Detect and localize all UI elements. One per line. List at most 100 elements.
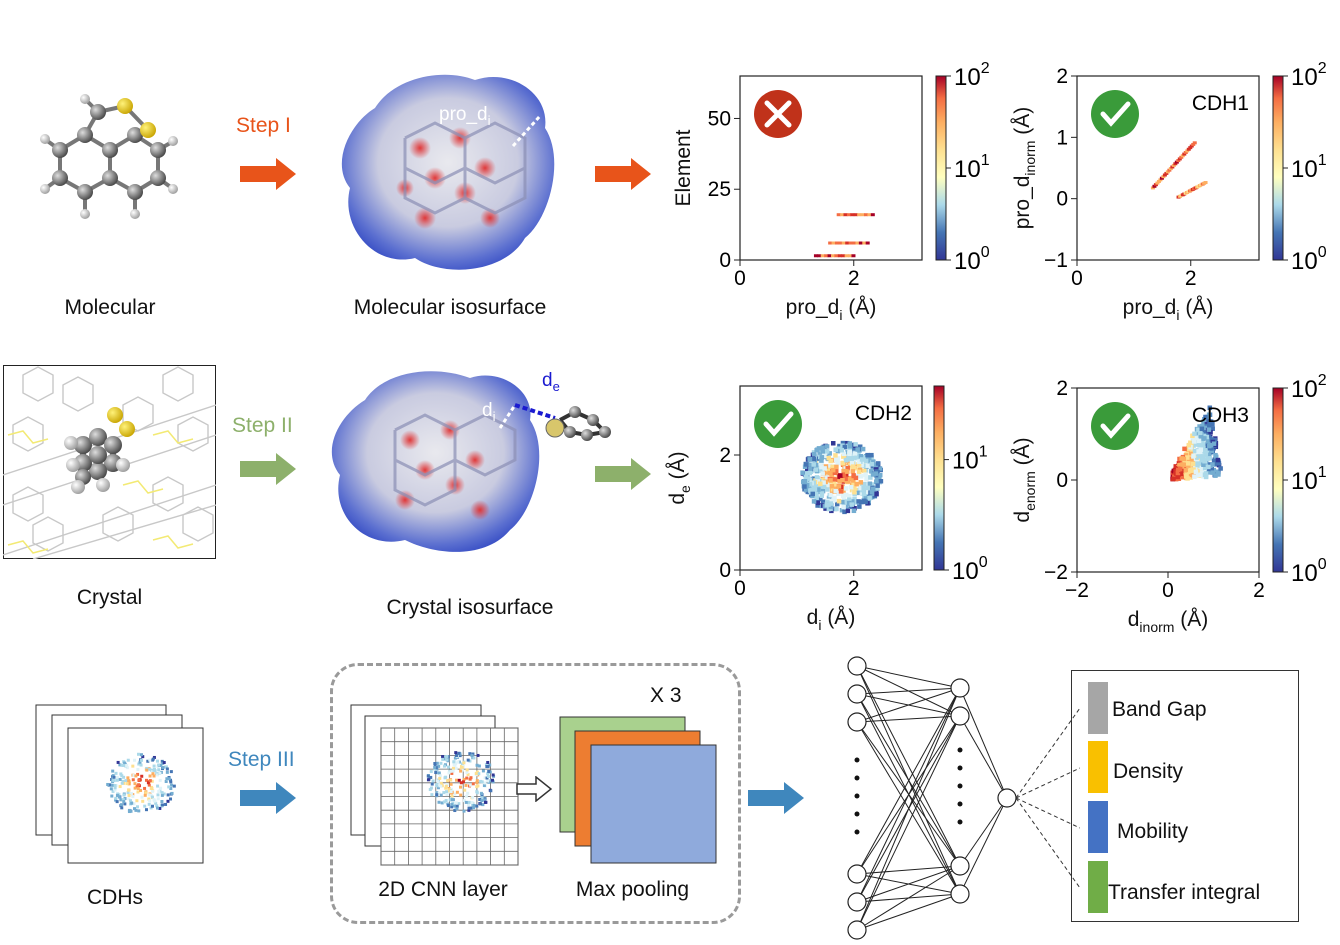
heat-cell [169, 787, 173, 791]
chart-cdh3: −2 0 2 −2 0 2 dinorm (Å) denorm (Å) CDH3 102 101 10… [1011, 372, 1327, 635]
heat-cell [124, 779, 128, 783]
heat-cell [839, 447, 845, 453]
y-tick-label: 2 [719, 444, 731, 467]
heat-cell [831, 241, 836, 245]
heat-cell [152, 764, 156, 768]
step3-label: Step III [228, 748, 295, 771]
heat-cell [435, 791, 439, 795]
cross-icon [764, 100, 792, 128]
heat-cell [149, 806, 153, 810]
heat-cell [835, 460, 840, 466]
input-neuron [847, 920, 867, 940]
heat-cell [462, 809, 466, 813]
heat-cell [428, 788, 432, 792]
heat-cell [143, 786, 147, 790]
heat-cell [126, 791, 130, 795]
heat-cell [125, 764, 129, 768]
output-label-density: Density [1113, 760, 1184, 783]
heat-cell [863, 213, 868, 217]
heat-cell [813, 254, 818, 258]
heat-cell [111, 789, 115, 793]
heat-cell [1190, 456, 1196, 461]
heat-cell [1175, 467, 1181, 473]
heat-cell [850, 499, 855, 504]
heat-cell [438, 784, 442, 788]
heat-cell [854, 481, 859, 487]
heat-cell [468, 759, 472, 763]
colorbar-tick-label: 101 [1291, 464, 1327, 495]
heat-cell [156, 797, 160, 801]
heat-cell [471, 782, 475, 786]
heat-cell [869, 489, 875, 495]
heat-cell [877, 466, 883, 471]
heat-cell [1167, 168, 1172, 172]
heat-cell [491, 773, 495, 777]
hidden-neuron [950, 884, 970, 904]
heat-cell [1204, 419, 1210, 424]
heat-cell [438, 774, 442, 778]
heat-cell [433, 765, 437, 769]
x-tick-label: 2 [1185, 267, 1197, 290]
heat-cell [860, 213, 865, 217]
heat-cell [157, 768, 161, 772]
heat-cell [1215, 457, 1221, 463]
heat-cell [477, 764, 481, 768]
heat-cell [1205, 456, 1210, 461]
heat-cell [840, 440, 846, 446]
heat-cell [431, 779, 435, 783]
heat-cell [1210, 421, 1215, 427]
heat-cell [1203, 425, 1208, 431]
heat-cell [471, 795, 475, 799]
colorbar [935, 75, 947, 261]
heat-cell [134, 774, 138, 778]
y-tick-label: 0 [719, 249, 731, 272]
heat-cell [481, 803, 485, 807]
cdhs-stack [35, 704, 204, 864]
y-tick-label: 2 [1056, 377, 1068, 400]
colorbar-tick-label: 102 [1291, 372, 1327, 403]
heat-cell [1168, 167, 1173, 171]
heat-cell [813, 490, 819, 495]
heat-cell [826, 455, 831, 461]
heat-cell [1198, 465, 1203, 471]
heat-cell [129, 799, 133, 803]
heat-cell [834, 241, 839, 245]
heat-cell [109, 787, 113, 791]
heat-cell [1215, 469, 1220, 475]
heat-cell [1199, 426, 1205, 432]
heat-cell [122, 800, 126, 804]
heat-cell [873, 471, 879, 476]
heat-cell [464, 794, 468, 798]
heat-cell [803, 475, 809, 480]
heat-cell [486, 765, 490, 769]
colorbar [1272, 387, 1284, 573]
heat-cell [151, 772, 155, 776]
step1-label: Step I [236, 114, 291, 137]
output-neuron [997, 788, 1017, 808]
heat-cell [831, 254, 835, 258]
heat-cell [450, 798, 454, 802]
check-badge [754, 400, 802, 448]
crystal-isosurface: di de [331, 370, 611, 552]
heat-cell [1189, 458, 1194, 464]
heat-cell [839, 507, 845, 513]
heat-cell [1191, 142, 1196, 146]
heat-cell [850, 478, 855, 483]
heat-cell [137, 809, 141, 813]
heat-cell [850, 213, 855, 217]
heat-cell [856, 469, 862, 475]
heat-cell [1186, 147, 1191, 151]
heat-cell [116, 760, 120, 764]
y-tick-label: −2 [1044, 561, 1068, 584]
heat-cell [870, 494, 875, 500]
heat-cell [160, 791, 164, 795]
colorbar-tick-label: 101 [954, 152, 990, 183]
heat-cell [131, 778, 135, 782]
y-axis-label: Element [672, 129, 695, 206]
heat-cell [491, 778, 495, 782]
heat-cell [486, 772, 490, 776]
heat-cell [153, 799, 157, 803]
heat-cell [1207, 439, 1213, 445]
heat-cell [841, 241, 846, 245]
heat-cell [842, 444, 848, 450]
